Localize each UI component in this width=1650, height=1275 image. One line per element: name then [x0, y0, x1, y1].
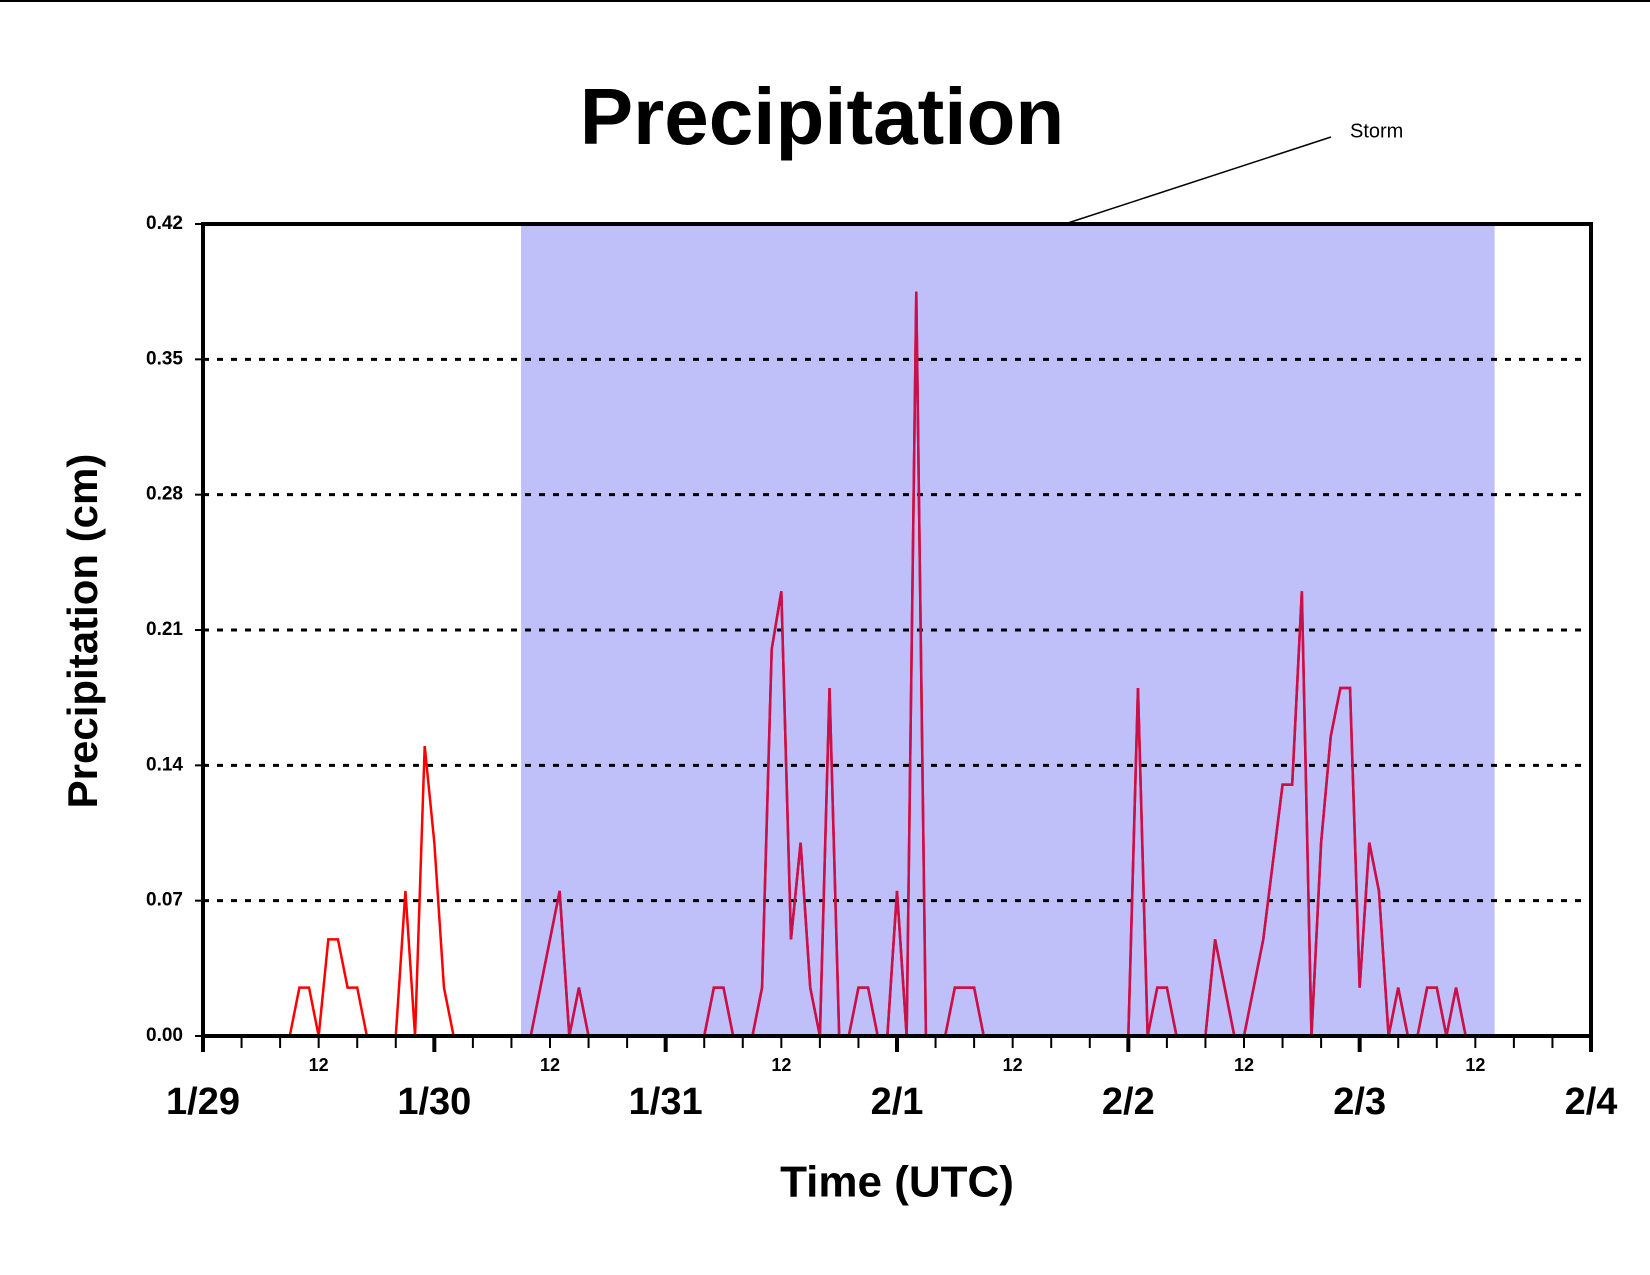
- x-tick-label: 2/1: [871, 1081, 924, 1123]
- x-minor-tick-label: 12: [1465, 1055, 1485, 1075]
- annotation-label: Storm: [1350, 120, 1403, 142]
- x-tick-label: 2/4: [1565, 1081, 1618, 1123]
- plot-frame: [201, 222, 1593, 1038]
- x-tick-label: 1/31: [629, 1081, 703, 1123]
- x-minor-tick-label: 12: [771, 1055, 791, 1075]
- chart-title: Precipitation: [580, 72, 1065, 161]
- y-tick-label: 0.35: [146, 348, 183, 369]
- y-tick-label: 0.21: [146, 619, 183, 640]
- x-minor-tick-label: 12: [1003, 1055, 1023, 1075]
- x-axis-title: Time (UTC): [780, 1158, 1014, 1207]
- y-tick-label: 0.14: [146, 754, 183, 775]
- x-tick-label: 2/3: [1333, 1081, 1386, 1123]
- y-tick-label: 0.00: [146, 1025, 183, 1046]
- y-tick-label: 0.28: [146, 484, 183, 505]
- annotation-leader: [1067, 136, 1332, 224]
- x-minor-tick-label: 12: [309, 1055, 329, 1075]
- x-minor-tick-label: 12: [1234, 1055, 1254, 1075]
- x-tick-label: 2/2: [1102, 1081, 1155, 1123]
- y-tick-label: 0.07: [146, 890, 183, 911]
- x-tick-label: 1/30: [397, 1081, 471, 1123]
- x-minor-tick-label: 12: [540, 1055, 560, 1075]
- y-axis-title: Precipitation (cm): [59, 454, 106, 809]
- y-tick-label: 0.42: [146, 213, 183, 234]
- line-series-storm: [521, 291, 1495, 1038]
- x-tick-label: 1/29: [166, 1081, 240, 1123]
